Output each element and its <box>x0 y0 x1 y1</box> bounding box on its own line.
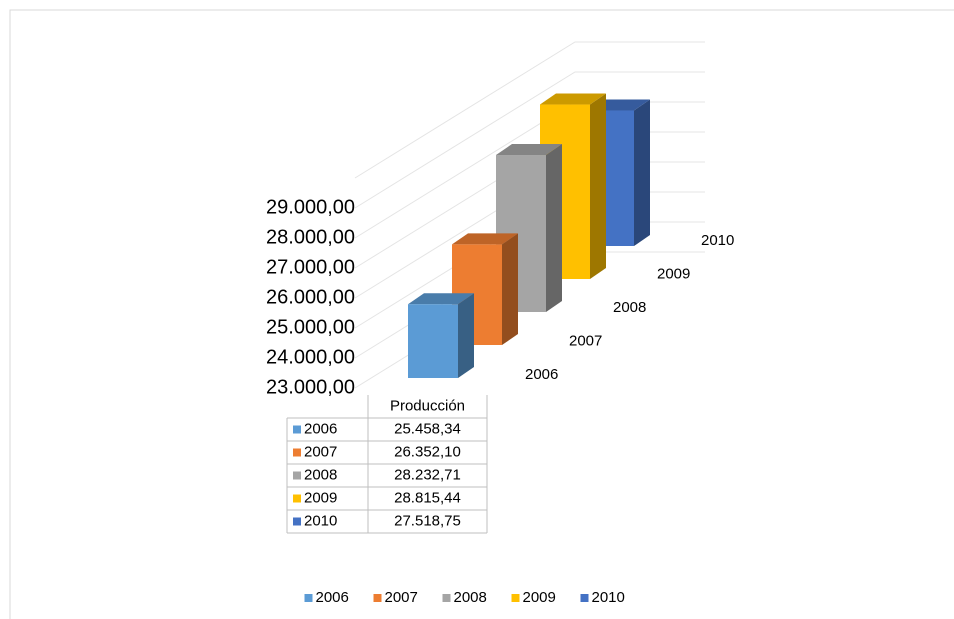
bar-top <box>408 293 474 305</box>
y-tick-label: 23.000,00 <box>266 376 355 398</box>
bar-side <box>502 233 518 345</box>
table-row-label: 2008 <box>304 466 337 483</box>
y-tick-label: 28.000,00 <box>266 226 355 248</box>
y-tick-label: 27.000,00 <box>266 256 355 278</box>
legend-swatch <box>511 594 520 602</box>
table-key <box>293 471 301 480</box>
grid-line <box>354 71 705 209</box>
legend-swatch <box>373 594 382 602</box>
y-tick-label: 25.000,00 <box>266 316 355 338</box>
depth-label: 2010 <box>701 232 734 249</box>
bar <box>408 304 458 378</box>
table-row-label: 2009 <box>304 489 337 506</box>
depth-label: 2006 <box>525 366 558 383</box>
depth-label: 2009 <box>657 265 690 282</box>
legend-label: 2009 <box>523 589 556 606</box>
table-key <box>293 425 301 434</box>
bar-top <box>540 93 606 105</box>
table-row-label: 2010 <box>304 512 337 529</box>
bar-side <box>458 293 474 378</box>
table-value: 26.352,10 <box>394 443 461 460</box>
table-key <box>293 494 301 503</box>
legend-label: 2010 <box>592 589 625 606</box>
legend-swatch <box>304 594 313 602</box>
legend-swatch <box>580 594 589 602</box>
table-key <box>293 517 301 526</box>
legend-label: 2008 <box>454 589 487 606</box>
bar-top <box>452 233 518 245</box>
table-header: Producción <box>390 397 465 414</box>
depth-label: 2008 <box>613 299 646 316</box>
y-tick-label: 29.000,00 <box>266 196 355 218</box>
table-row-label: 2006 <box>304 420 337 437</box>
table-value: 27.518,75 <box>394 512 461 529</box>
y-tick-label: 26.000,00 <box>266 286 355 308</box>
table-value: 25.458,34 <box>394 420 461 437</box>
grid-line <box>354 41 705 179</box>
bar-side <box>634 99 650 246</box>
bar-side <box>546 144 562 312</box>
legend-label: 2006 <box>316 589 349 606</box>
bar-top <box>496 144 562 156</box>
bar-side <box>590 93 606 279</box>
depth-label: 2007 <box>569 332 602 349</box>
table-key <box>293 448 301 457</box>
chart-border <box>9 9 954 619</box>
legend-label: 2007 <box>385 589 418 606</box>
table-row-label: 2007 <box>304 443 337 460</box>
table-value: 28.232,71 <box>394 466 461 483</box>
y-tick-label: 24.000,00 <box>266 346 355 368</box>
legend-swatch <box>442 594 451 602</box>
table-value: 28.815,44 <box>394 489 461 506</box>
